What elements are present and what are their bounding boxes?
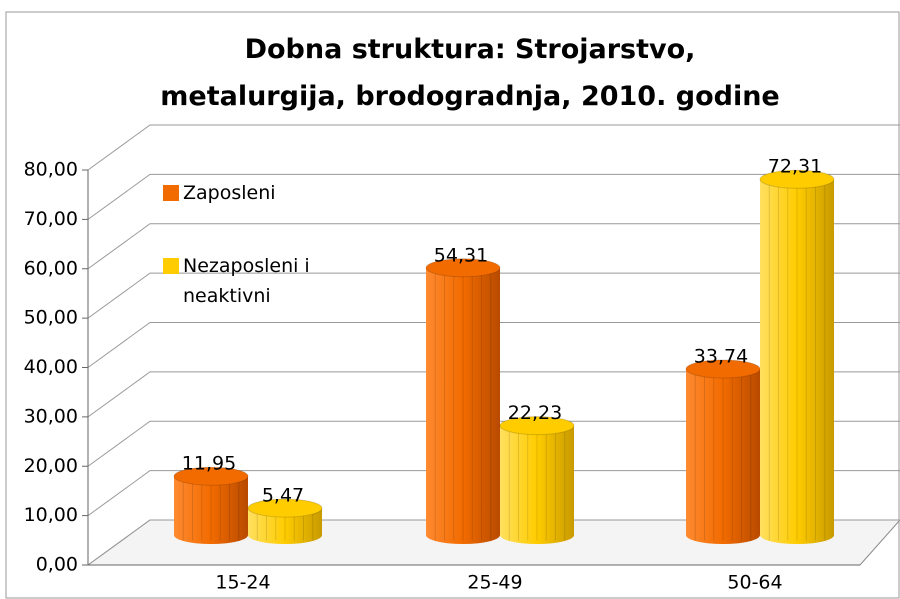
x-tick-label: 15-24 <box>215 572 270 594</box>
data-label: 72,31 <box>768 156 822 178</box>
legend-swatch <box>163 185 179 201</box>
grid-line <box>87 173 900 220</box>
grid-line <box>87 420 900 467</box>
grid-line <box>87 371 900 418</box>
grid-line <box>87 322 900 368</box>
data-label: 33,74 <box>694 345 748 367</box>
bar <box>760 179 834 535</box>
grid-line <box>87 272 900 319</box>
grid-line <box>87 223 900 270</box>
y-tick-label: 10,00 <box>24 504 78 526</box>
grid-line <box>87 470 900 517</box>
grid-line <box>87 124 900 171</box>
bar-top <box>173 466 249 486</box>
bar-top <box>499 416 575 436</box>
chart-border <box>5 11 900 599</box>
y-tick-label: 20,00 <box>24 455 78 477</box>
y-tick-label: 70,00 <box>24 208 78 230</box>
y-tick-label: 80,00 <box>24 159 78 181</box>
y-tick-label: 30,00 <box>24 405 78 427</box>
legend-swatch <box>163 258 179 274</box>
chart-title: Dobna struktura: Strojarstvo, metalurgij… <box>160 34 780 112</box>
y-tick-label: 0,00 <box>36 554 78 576</box>
data-label: 11,95 <box>182 453 236 475</box>
bar-top <box>247 498 323 518</box>
data-label: 54,31 <box>434 244 488 266</box>
legend-label: Zaposleni <box>183 182 276 204</box>
y-tick-label: 50,00 <box>24 307 78 329</box>
y-tick-label: 60,00 <box>24 257 78 279</box>
bar <box>174 476 248 535</box>
data-label: 5,47 <box>262 485 304 507</box>
grid-line <box>87 519 900 566</box>
y-tick-label: 40,00 <box>24 356 78 378</box>
legend-label: Nezaposleni i neaktivni <box>183 255 310 307</box>
bar <box>686 368 760 535</box>
bar-top <box>759 169 835 189</box>
bar <box>426 267 500 535</box>
bar <box>500 425 574 535</box>
x-tick-label: 50-64 <box>727 572 782 594</box>
x-tick-label: 25-49 <box>467 572 522 594</box>
data-label: 22,23 <box>508 402 562 424</box>
bar-top <box>425 258 501 278</box>
